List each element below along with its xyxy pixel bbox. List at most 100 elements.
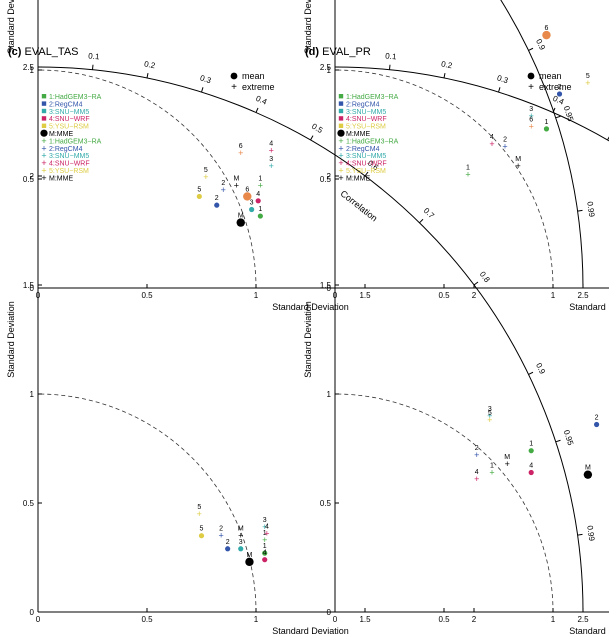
legend-mean-marker — [528, 73, 535, 80]
corr-tick-label: 0.99 — [585, 201, 596, 218]
legend-square-marker — [42, 116, 46, 120]
corr-tick-label: 0.2 — [143, 59, 156, 70]
legend-square-marker — [339, 116, 343, 120]
legend-entry-label: M:MME — [346, 175, 370, 182]
legend-entry-label: 3:SNU−MM5 — [49, 153, 89, 160]
legend-plus-marker: + — [41, 173, 46, 183]
point-label: 4 — [265, 524, 269, 531]
legend-mean-marker — [231, 73, 238, 80]
y-axis-label: Standard Deviation — [6, 301, 16, 378]
reference-std-arc — [335, 394, 553, 612]
mean-point — [529, 470, 534, 475]
point-label: 1 — [529, 441, 533, 448]
x-tick-label: 2 — [472, 291, 477, 300]
corr-tick — [202, 87, 204, 92]
mean-point — [256, 198, 261, 203]
point-label: 5 — [488, 410, 492, 417]
mean-point — [238, 546, 243, 551]
x-tick-label: 2.5 — [577, 291, 589, 300]
legend-entry-label: 5:YSU−RSM — [346, 168, 386, 175]
point-label: 1 — [258, 176, 262, 183]
point-label: M — [585, 465, 591, 472]
legend-extreme-marker: + — [231, 82, 237, 93]
legend-square-marker — [339, 94, 343, 98]
legend-square-marker — [42, 124, 46, 128]
point-label: 2 — [221, 180, 225, 187]
x-tick-label: 1 — [551, 291, 556, 300]
x-tick-label: 1.5 — [359, 291, 371, 300]
legend-square-marker — [42, 101, 46, 105]
legend-entry-label: M:MME — [49, 131, 73, 138]
point-label: 3 — [250, 200, 254, 207]
corr-tick-label: 0.7 — [422, 206, 437, 221]
point-label: M — [238, 526, 244, 533]
legend-square-marker — [42, 109, 46, 113]
y-tick-label: 1.5 — [23, 281, 35, 290]
x-axis-label: Standard Deviation — [569, 626, 609, 636]
x-tick-label: 2 — [472, 615, 477, 624]
panel-letter: (c) — [8, 46, 25, 58]
panel-title-text: EVAL_PR — [322, 46, 371, 58]
corr-tick-label: 0.99 — [585, 525, 596, 542]
point-label: 5 — [200, 526, 204, 533]
legend-entry-label: 4:SNU−WRF — [49, 161, 90, 168]
x-tick-label: 1 — [254, 291, 259, 300]
mean-point — [262, 557, 267, 562]
point-label: 4 — [490, 134, 494, 141]
corr-tick-label: 0.2 — [440, 59, 453, 70]
corr-tick-label: 0.9 — [534, 362, 547, 376]
y-tick-label: 1 — [30, 390, 35, 399]
corr-tick — [390, 65, 391, 70]
legend-entry-label: 1:HadGEM3−RA — [346, 94, 399, 101]
y-tick-label: 1.5 — [320, 281, 332, 290]
x-tick-label: 0 — [36, 615, 41, 624]
legend-entry-label: 1:HadGEM3−RA — [49, 138, 102, 145]
x-tick-label: 0.5 — [438, 615, 450, 624]
mean-point — [197, 194, 202, 199]
legend-square-marker — [42, 94, 46, 98]
point-label: 2 — [503, 136, 507, 143]
mean-point — [584, 470, 592, 478]
legend-entry-label: 3:SNU−MM5 — [346, 153, 386, 160]
legend-entry-label: 5:YSU−RSM — [49, 168, 89, 175]
x-tick-label: 0.5 — [141, 291, 153, 300]
y-axis-label: Standard Deviation — [303, 301, 313, 378]
point-label: 3 — [269, 156, 273, 163]
y-tick-label: 2.5 — [320, 63, 332, 72]
legend-extreme-label: extreme — [539, 82, 572, 92]
x-tick-label: 2.5 — [577, 615, 589, 624]
corr-tick — [499, 87, 501, 92]
y-tick-label: 0 — [30, 608, 35, 617]
corr-tick-label: 0.3 — [496, 73, 510, 85]
point-label: 3 — [529, 106, 533, 113]
legend-entry-label: 4:SNU−WRF — [346, 161, 387, 168]
mean-point — [243, 192, 251, 200]
corr-tick — [93, 65, 94, 70]
mean-point — [199, 533, 204, 538]
legend-entry-label: 3:SNU−MM5 — [49, 109, 89, 116]
x-tick-label: 1.5 — [359, 615, 371, 624]
point-label: 6 — [239, 143, 243, 150]
corr-tick-label: 0.95 — [562, 429, 576, 447]
point-label: M — [233, 176, 239, 183]
point-label: 1 — [545, 119, 549, 126]
corr-tick-label: 0.8 — [478, 270, 492, 285]
mean-point — [249, 207, 254, 212]
point-label: M — [247, 552, 253, 559]
corr-tick — [420, 219, 424, 223]
point-label: M — [515, 156, 521, 163]
corr-tick-label: 0.4 — [551, 94, 565, 107]
corr-tick — [529, 48, 534, 50]
x-tick-label: 0.5 — [141, 615, 153, 624]
corr-tick-label: 0.1 — [385, 51, 398, 61]
point-label: 2 — [595, 415, 599, 422]
point-label: 6 — [245, 186, 249, 193]
mean-point — [237, 218, 245, 226]
x-tick-label: 1 — [254, 615, 259, 624]
y-tick-label: 0.5 — [320, 499, 332, 508]
mean-point — [245, 558, 253, 566]
legend-entry-label: 5:YSU−RSM — [346, 124, 386, 131]
legend-entry-label: 2:RegCM4 — [49, 101, 83, 108]
point-label: 2 — [475, 445, 479, 452]
legend-square-marker — [339, 109, 343, 113]
